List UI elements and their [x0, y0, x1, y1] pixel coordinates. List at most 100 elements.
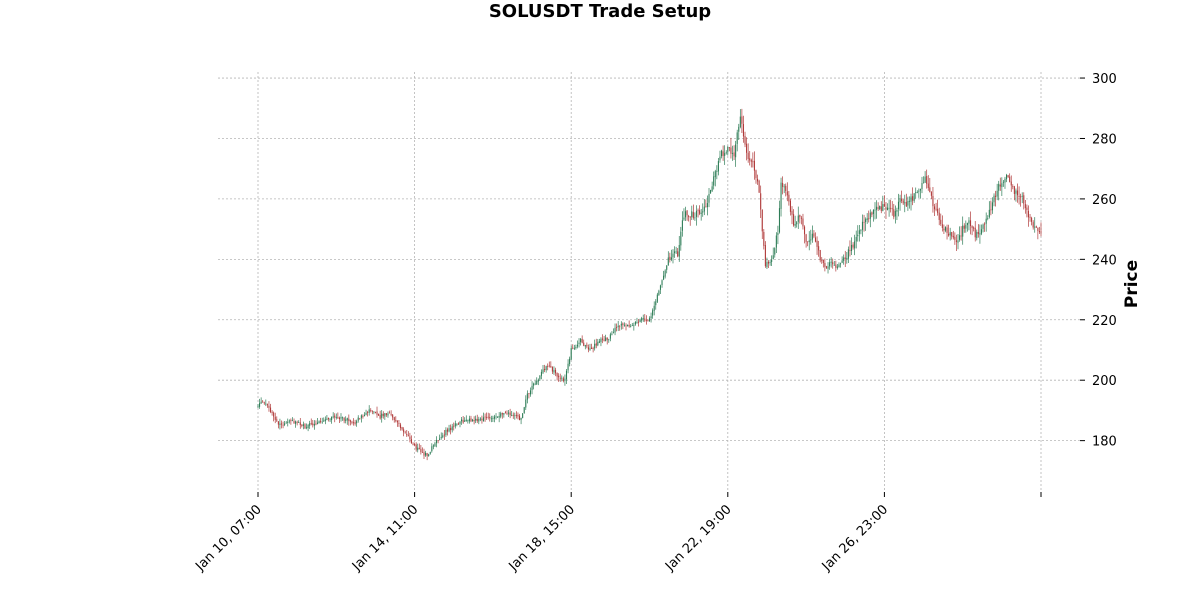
candle-body: [263, 402, 265, 404]
candle: [990, 200, 992, 216]
candle: [744, 131, 746, 148]
candle-body: [393, 417, 395, 421]
candle: [766, 257, 768, 270]
candle-body: [565, 370, 568, 380]
candle: [683, 208, 685, 221]
candle-body: [609, 334, 611, 339]
candle-body: [464, 420, 466, 422]
candle-body: [515, 414, 517, 416]
candle-body: [778, 208, 781, 233]
candle: [833, 260, 835, 266]
candle-body: [731, 153, 734, 154]
candle: [282, 421, 284, 429]
candle-body: [456, 423, 458, 425]
candle: [1031, 216, 1033, 226]
candle-body: [1026, 207, 1028, 211]
candle: [313, 420, 315, 430]
candle-body: [705, 206, 707, 208]
candle-body: [891, 208, 893, 210]
candle: [622, 322, 624, 330]
candle: [800, 215, 802, 225]
candle-body: [354, 422, 356, 424]
candle-body: [435, 439, 438, 444]
candle: [710, 189, 712, 194]
candle: [616, 323, 618, 332]
candle: [279, 418, 281, 430]
candle-body: [897, 201, 900, 210]
candle: [769, 260, 771, 266]
candle: [578, 338, 580, 348]
candle: [708, 187, 710, 208]
candle: [952, 230, 954, 240]
candle: [257, 404, 259, 408]
x-tick-label: Jan 22, 19:00: [662, 502, 734, 574]
candle: [948, 224, 950, 237]
candle-body: [780, 182, 782, 209]
candle: [277, 421, 279, 429]
candle-body: [796, 222, 798, 225]
candle-body: [545, 366, 547, 371]
candle: [789, 198, 791, 216]
candle: [567, 359, 569, 374]
candle: [1012, 184, 1014, 190]
candle: [879, 205, 881, 211]
candle-body: [1021, 195, 1023, 197]
candle-body: [663, 275, 665, 280]
candle: [697, 208, 699, 218]
candle-body: [850, 244, 853, 252]
candle-body: [432, 445, 434, 447]
candle: [584, 344, 586, 350]
candle: [995, 190, 997, 207]
candle: [899, 194, 901, 211]
candle-body: [606, 337, 608, 340]
candle: [268, 401, 270, 412]
candle: [968, 217, 970, 231]
candle-body: [879, 206, 881, 210]
candle-body: [883, 204, 885, 207]
candle: [332, 412, 334, 419]
candle-body: [406, 433, 408, 436]
candle: [459, 420, 461, 428]
candle-body: [348, 418, 350, 421]
candle-body: [553, 369, 555, 373]
candle-body: [655, 301, 657, 306]
candle: [518, 413, 521, 421]
candle-body: [866, 218, 868, 221]
candle-body: [630, 326, 632, 328]
candle-body: [262, 401, 264, 403]
candle: [473, 416, 475, 425]
candle-body: [346, 418, 348, 421]
y-tick-label: 180: [1092, 435, 1117, 450]
candle: [645, 315, 647, 325]
candle: [376, 406, 378, 418]
candle: [388, 410, 391, 414]
candle: [453, 422, 455, 431]
candle: [576, 340, 579, 349]
candle-body: [686, 210, 688, 216]
candle: [301, 424, 303, 428]
candle: [791, 206, 793, 225]
candle-body: [818, 246, 820, 251]
candle-body: [561, 377, 563, 379]
candle: [656, 292, 658, 304]
candle: [387, 411, 389, 418]
candle: [1020, 193, 1022, 207]
candle: [431, 443, 433, 453]
candle: [946, 224, 948, 240]
candle: [528, 392, 530, 399]
candle: [785, 183, 787, 197]
candle: [592, 346, 594, 353]
candle: [487, 412, 489, 420]
candle: [479, 417, 481, 422]
candle-body: [401, 427, 403, 430]
candle-body: [495, 416, 497, 418]
candle: [542, 365, 544, 375]
candle-body: [608, 339, 610, 341]
candle-body: [335, 417, 337, 418]
candle: [788, 190, 790, 206]
candle-body: [564, 378, 566, 381]
candle: [774, 247, 776, 258]
candle-body: [387, 413, 389, 416]
candle: [374, 411, 376, 414]
candle: [414, 442, 416, 447]
